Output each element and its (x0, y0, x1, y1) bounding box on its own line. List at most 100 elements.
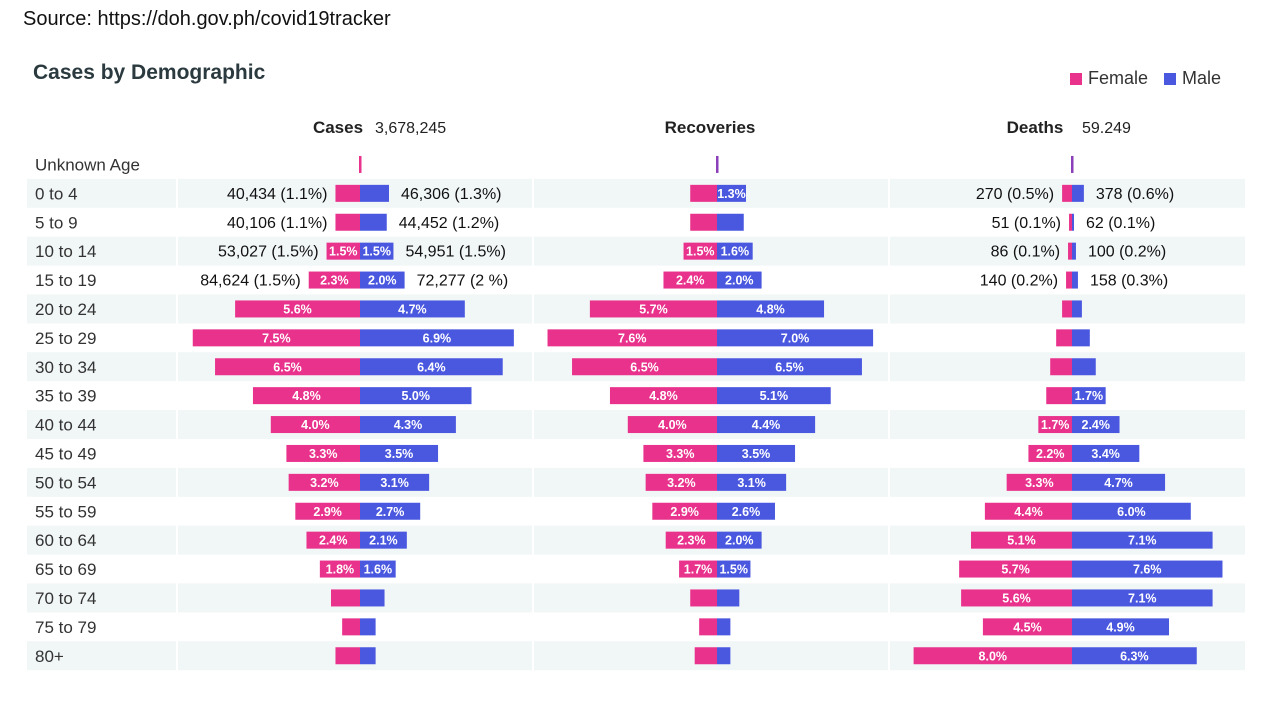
male-bar (360, 242, 394, 260)
female-bar (665, 531, 717, 549)
female-bar (1038, 416, 1072, 434)
female-count-label: 40,106 (1.1%) (227, 215, 328, 232)
unknown-age-marker (1071, 155, 1074, 173)
unknown-age-marker (716, 155, 719, 173)
female-bar-label: 2.3% (320, 274, 349, 288)
male-bar (1072, 589, 1213, 607)
female-bar-label: 4.0% (658, 418, 687, 432)
male-bar (360, 531, 407, 549)
age-group-label: 5 to 9 (35, 213, 78, 232)
male-bar (360, 300, 465, 318)
male-bar-label: 5.1% (760, 389, 789, 403)
male-bar (717, 473, 787, 491)
male-bar (717, 560, 751, 578)
female-bar (663, 271, 717, 289)
age-group-label: 60 to 64 (35, 531, 96, 550)
female-bar-label: 2.9% (313, 505, 342, 519)
male-bar (360, 329, 514, 347)
female-bar (308, 271, 360, 289)
male-bar-label: 4.3% (394, 418, 423, 432)
female-bar-label: 7.5% (262, 331, 291, 345)
male-bar (1072, 271, 1078, 289)
age-group-label: 65 to 69 (35, 560, 96, 579)
female-bar-label: 1.5% (686, 245, 715, 259)
female-bar (683, 242, 717, 260)
chart-title: Cases by Demographic (33, 61, 266, 84)
male-bar-label: 2.0% (725, 534, 754, 548)
female-bar-label: 3.2% (310, 476, 339, 490)
female-bar-label: 3.3% (1025, 476, 1054, 490)
male-count-label: 62 (0.1%) (1086, 215, 1155, 232)
male-count-label: 378 (0.6%) (1096, 186, 1174, 203)
female-bar-label: 5.6% (283, 302, 312, 316)
male-count-label: 100 (0.2%) (1088, 244, 1166, 261)
male-bar-label: 1.6% (721, 245, 750, 259)
male-bar (1072, 416, 1120, 434)
male-bar (1072, 647, 1197, 665)
male-bar (717, 300, 825, 318)
female-bar (690, 589, 717, 607)
female-bar (252, 387, 360, 405)
female-count-label: 84,624 (1.5%) (200, 273, 301, 290)
panel-title: Deaths (1007, 118, 1064, 137)
male-bar-label: 1.7% (1075, 389, 1104, 403)
male-bar-label: 7.6% (1133, 563, 1162, 577)
female-bar-label: 1.7% (1041, 418, 1070, 432)
male-bar-label: 7.1% (1128, 591, 1157, 605)
age-group-label: 10 to 14 (35, 242, 96, 261)
male-bar (717, 618, 731, 636)
male-bar (360, 560, 396, 578)
male-bar (717, 329, 874, 347)
male-bar (717, 502, 775, 520)
male-bar-label: 4.4% (752, 418, 781, 432)
age-group-label: 30 to 34 (35, 358, 96, 377)
male-bar-label: 3.5% (742, 447, 771, 461)
male-bar (1072, 618, 1170, 636)
female-bar (1066, 271, 1072, 289)
male-bar (717, 242, 753, 260)
male-bar-label: 2.0% (368, 274, 397, 288)
female-count-label: 40,434 (1.1%) (227, 186, 328, 203)
female-bar (627, 416, 717, 434)
female-bar-label: 4.8% (292, 389, 321, 403)
male-bar (1072, 444, 1140, 462)
female-bar-label: 2.4% (676, 274, 705, 288)
female-bar (1068, 242, 1072, 260)
female-bar (679, 560, 717, 578)
male-bar-label: 6.5% (775, 360, 804, 374)
female-count-label: 53,027 (1.5%) (218, 244, 319, 261)
male-bar (717, 647, 731, 665)
female-bar (694, 647, 717, 665)
female-bar (652, 502, 717, 520)
female-bar-label: 2.4% (319, 534, 348, 548)
age-group-label: 70 to 74 (35, 589, 96, 608)
male-bar-label: 1.5% (362, 245, 391, 259)
female-count-label: 270 (0.5%) (976, 186, 1054, 203)
male-bar-label: 7.1% (1128, 534, 1157, 548)
male-bar (1072, 242, 1076, 260)
source-text: Source: https://doh.gov.ph/covid19tracke… (23, 8, 391, 30)
female-bar (342, 618, 360, 636)
male-bar-label: 7.0% (781, 331, 810, 345)
male-bar-label: 1.5% (719, 563, 748, 577)
female-bar (1069, 213, 1072, 231)
panel-title: Recoveries (665, 118, 756, 137)
male-bar (360, 473, 430, 491)
male-bar (1072, 300, 1082, 318)
male-bar (1072, 502, 1191, 520)
male-bar (717, 358, 862, 376)
female-bar (335, 184, 360, 202)
male-bar-label: 3.5% (385, 447, 414, 461)
male-bar-label: 6.9% (423, 331, 452, 345)
female-bar (288, 473, 360, 491)
panel-total: 59.249 (1082, 120, 1131, 137)
female-bar (192, 329, 360, 347)
panel-title: Cases (313, 118, 363, 137)
female-bar-label: 5.6% (1002, 591, 1031, 605)
male-bar-label: 3.4% (1091, 447, 1120, 461)
female-bar (959, 560, 1072, 578)
male-bar-label: 2.7% (376, 505, 405, 519)
female-bar (572, 358, 717, 376)
female-bar (645, 473, 717, 491)
